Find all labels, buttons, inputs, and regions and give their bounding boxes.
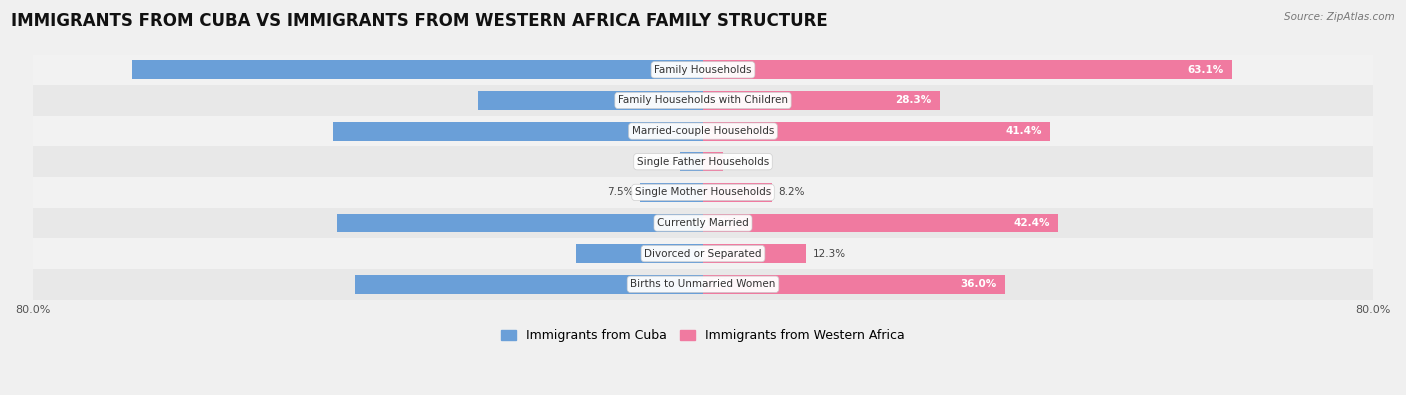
Text: Family Households: Family Households — [654, 65, 752, 75]
Text: Births to Unmarried Women: Births to Unmarried Women — [630, 279, 776, 289]
Bar — [575, 244, 703, 263]
Text: Family Households with Children: Family Households with Children — [619, 96, 787, 105]
Text: 63.1%: 63.1% — [1187, 65, 1223, 75]
Bar — [32, 269, 1374, 299]
Text: IMMIGRANTS FROM CUBA VS IMMIGRANTS FROM WESTERN AFRICA FAMILY STRUCTURE: IMMIGRANTS FROM CUBA VS IMMIGRANTS FROM … — [11, 12, 828, 30]
Bar — [703, 152, 723, 171]
Text: 68.2%: 68.2% — [695, 65, 731, 75]
Bar — [32, 147, 1374, 177]
Bar — [703, 91, 941, 110]
Text: 26.8%: 26.8% — [695, 96, 731, 105]
Text: Currently Married: Currently Married — [657, 218, 749, 228]
Text: 15.2%: 15.2% — [695, 248, 731, 259]
Bar — [32, 177, 1374, 208]
Text: 28.3%: 28.3% — [896, 96, 932, 105]
Text: Source: ZipAtlas.com: Source: ZipAtlas.com — [1284, 12, 1395, 22]
Text: 42.4%: 42.4% — [1014, 218, 1050, 228]
Bar — [32, 208, 1374, 238]
Bar — [32, 85, 1374, 116]
Text: 12.3%: 12.3% — [813, 248, 846, 259]
Bar — [132, 60, 703, 79]
Bar — [703, 244, 806, 263]
Text: Married-couple Households: Married-couple Households — [631, 126, 775, 136]
Text: 36.0%: 36.0% — [960, 279, 997, 289]
Bar — [703, 275, 1005, 294]
Text: Divorced or Separated: Divorced or Separated — [644, 248, 762, 259]
Text: 7.5%: 7.5% — [607, 187, 634, 198]
Text: 2.4%: 2.4% — [730, 157, 756, 167]
Bar — [703, 214, 1059, 233]
Text: 8.2%: 8.2% — [779, 187, 804, 198]
Bar — [333, 122, 703, 141]
Bar — [681, 152, 703, 171]
Bar — [32, 238, 1374, 269]
Bar — [703, 183, 772, 202]
Text: 41.4%: 41.4% — [1005, 126, 1042, 136]
Bar — [478, 91, 703, 110]
Text: 44.2%: 44.2% — [695, 126, 731, 136]
Bar — [356, 275, 703, 294]
Bar — [337, 214, 703, 233]
Text: Single Mother Households: Single Mother Households — [636, 187, 770, 198]
Text: 2.7%: 2.7% — [647, 157, 673, 167]
Text: 41.5%: 41.5% — [695, 279, 731, 289]
Text: Single Father Households: Single Father Households — [637, 157, 769, 167]
Legend: Immigrants from Cuba, Immigrants from Western Africa: Immigrants from Cuba, Immigrants from We… — [496, 324, 910, 347]
Bar — [703, 122, 1050, 141]
Text: 43.7%: 43.7% — [695, 218, 731, 228]
Bar — [640, 183, 703, 202]
Bar — [32, 116, 1374, 147]
Bar — [32, 55, 1374, 85]
Bar — [703, 60, 1232, 79]
